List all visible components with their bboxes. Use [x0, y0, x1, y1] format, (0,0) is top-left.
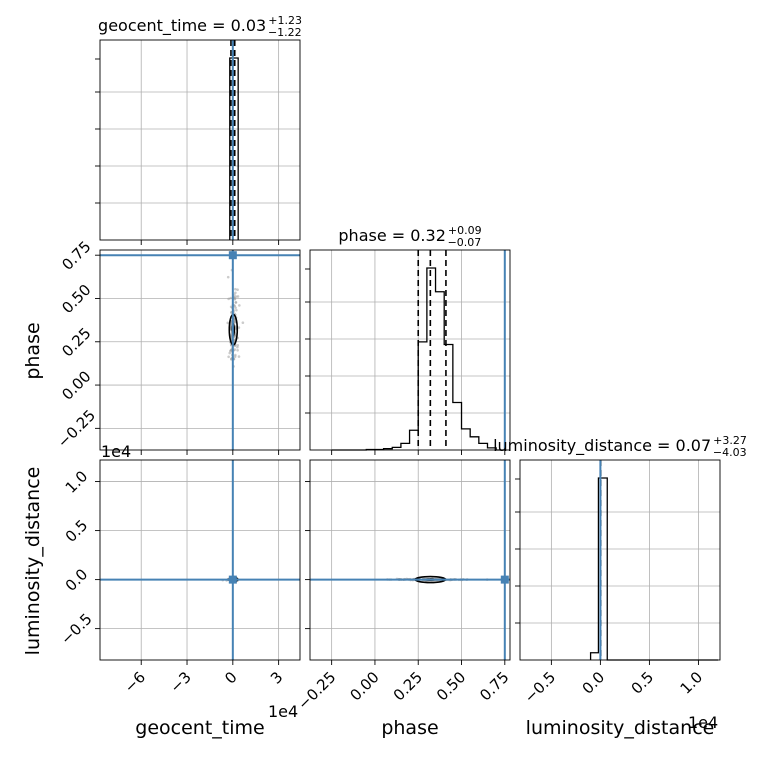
- panel-frame-luminosity_distance-geocent_time: [99, 459, 301, 661]
- ytick-label-luminosity_distance: 0.0: [62, 565, 92, 595]
- xtick-label-phase: 0.00: [346, 668, 382, 704]
- panel-frame-phase-phase: [309, 249, 511, 451]
- panel-frame-geocent_time-geocent_time: [99, 39, 301, 241]
- title-phase: phase = 0.32 +0.09 −0.07: [338, 224, 481, 249]
- grid-lines: [100, 40, 720, 660]
- histograms: [229, 40, 719, 661]
- xtick-label-geocent_time: 3: [267, 668, 286, 687]
- histogram-phase: [331, 267, 505, 451]
- sample-point: [234, 291, 237, 295]
- sample-point: [241, 321, 245, 324]
- ytick-label-phase: 0.25: [58, 324, 94, 360]
- sample-point: [235, 308, 238, 312]
- title-luminosity-distance: luminosity_distance = 0.07 +3.27 −4.03: [493, 434, 747, 459]
- sample-point: [227, 355, 230, 359]
- sample-point: [227, 297, 230, 301]
- sample-point: [237, 326, 241, 329]
- density-contours: [228, 313, 447, 584]
- panel-frame-luminosity_distance-luminosity_distance: [519, 459, 721, 661]
- sample-point: [233, 321, 237, 324]
- xtick-label-luminosity_distance: 1.0: [677, 668, 707, 698]
- xtick-label-luminosity_distance: 0.5: [628, 668, 658, 698]
- ytick-label-phase: 0.50: [58, 281, 94, 317]
- xtick-label-geocent_time: −6: [121, 668, 149, 696]
- truth-point-phase-geocent_time: [228, 251, 237, 260]
- xtick-label-luminosity_distance: −0.5: [521, 668, 559, 706]
- xlabel-luminosity-distance: luminosity_distance: [526, 717, 715, 739]
- sample-point: [234, 301, 238, 304]
- sample-point: [234, 295, 238, 298]
- xtick-label-geocent_time: −3: [166, 668, 194, 696]
- truth-lines: [100, 40, 602, 660]
- ytick-label-phase: 0.75: [58, 237, 94, 273]
- title-geocent-time: geocent_time = 0.03 +1.23 −1.22: [98, 14, 302, 39]
- sample-point: [234, 353, 237, 357]
- truth-point-luminosity_distance-geocent_time: [228, 575, 237, 584]
- axis-ticks: −0.250.000.250.500.75−6 −3 0 3−0.50.00.51.0…: [54, 58, 707, 713]
- panel-frame-luminosity_distance-phase: [309, 459, 511, 661]
- sample-point: [236, 345, 239, 349]
- sample-point: [236, 295, 240, 298]
- offset-text-luminosity-distance-y: 1e4: [101, 442, 131, 461]
- ylabel-luminosity-distance: luminosity_distance: [22, 467, 44, 656]
- xtick-label-luminosity_distance: 0.0: [579, 668, 609, 698]
- sample-points: [221, 268, 489, 582]
- truth-point-luminosity_distance-phase: [500, 575, 509, 584]
- ylabel-phase: phase: [22, 322, 44, 379]
- sample-point: [238, 304, 241, 307]
- xtick-label-phase: −0.25: [294, 668, 339, 713]
- sample-point: [236, 343, 240, 347]
- sample-point: [236, 348, 239, 352]
- ytick-label-luminosity_distance: −0.5: [57, 610, 95, 648]
- panel-frame-phase-geocent_time: [99, 249, 301, 451]
- ytick-label-phase: 0.00: [58, 367, 94, 403]
- sample-point: [226, 275, 230, 279]
- sample-point: [234, 287, 237, 291]
- histogram-luminosity_distance: [589, 477, 719, 661]
- ytick-label-luminosity_distance: 0.5: [62, 516, 92, 546]
- sample-point: [226, 321, 230, 325]
- xtick-label-geocent_time: 0: [221, 668, 240, 687]
- sample-point: [228, 351, 232, 355]
- sample-point: [237, 355, 241, 358]
- xtick-label-phase: 0.25: [390, 668, 426, 704]
- xlabel-geocent-time: geocent_time: [135, 717, 264, 739]
- offset-text-luminosity-distance-x: 1e4: [688, 713, 718, 732]
- sample-point: [229, 296, 233, 300]
- xtick-label-phase: 0.50: [433, 668, 469, 704]
- offset-text-geocent-time-x: 1e4: [268, 702, 298, 721]
- sample-point: [236, 288, 239, 292]
- ytick-label-phase: −0.25: [54, 406, 99, 451]
- sample-point: [233, 304, 236, 308]
- xtick-label-phase: 0.75: [476, 668, 512, 704]
- panel-frames: [99, 39, 721, 661]
- sample-point: [229, 305, 233, 309]
- ytick-label-luminosity_distance: 1.0: [62, 467, 92, 497]
- xlabel-phase: phase: [381, 717, 438, 739]
